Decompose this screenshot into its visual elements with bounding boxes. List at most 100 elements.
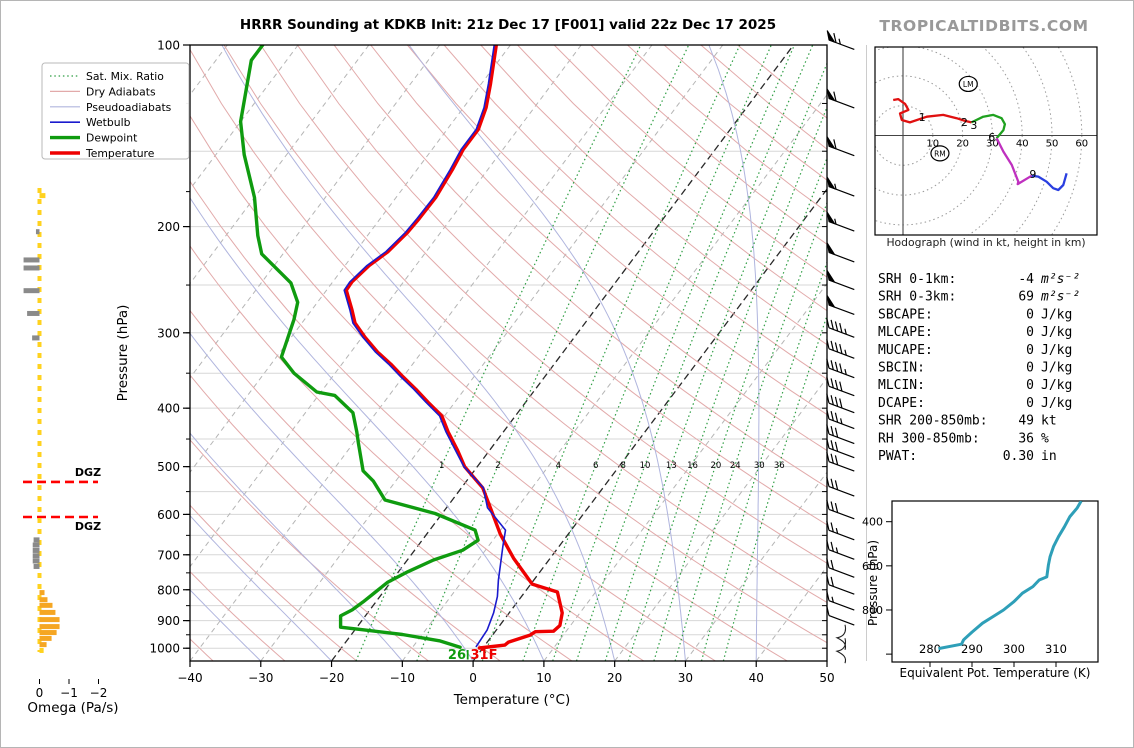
- wind-barb-full: [826, 605, 830, 616]
- temperature-tick-label: 0: [469, 671, 477, 685]
- wind-barb-full: [830, 522, 834, 533]
- stat-unit: J/kg: [1041, 378, 1072, 393]
- omega-tick-label: −2: [90, 686, 108, 700]
- wind-barb-full: [830, 360, 834, 370]
- wind-barb-full: [834, 396, 839, 407]
- thetae-yaxis-label: Pressure (hPa): [866, 540, 880, 626]
- wind-barb-full: [826, 438, 830, 449]
- temperature-tick-label: −20: [319, 671, 344, 685]
- stat-value: 49: [1018, 414, 1034, 429]
- mixing-ratio-label: 1: [439, 461, 444, 471]
- stat-label: MLCAPE:: [878, 325, 933, 340]
- stat-value: 0: [1026, 343, 1034, 358]
- hodograph-marker-LM: LM: [963, 80, 974, 89]
- wind-barb-pennant: [826, 176, 836, 190]
- hodograph-height-label: 3: [970, 119, 977, 132]
- mixing-ratio-label: 2: [495, 461, 500, 471]
- thetae-ytick-label: 400: [862, 516, 883, 529]
- stat-value: 0: [1026, 396, 1034, 411]
- omega-bar: [32, 542, 40, 548]
- stat-value: 0.30: [1003, 449, 1034, 464]
- wind-barb-full: [834, 441, 839, 452]
- wind-barb-full: [833, 91, 837, 102]
- wind-barb-full: [826, 424, 830, 435]
- wind-barb-full: [839, 398, 843, 409]
- wind-barb-full: [826, 358, 830, 369]
- mixing-ratio-label: 13: [666, 461, 677, 471]
- wind-barb-pennant: [826, 242, 836, 256]
- hodograph-marker-circle: [958, 75, 978, 93]
- pressure-tick-label: 600: [157, 508, 180, 522]
- pressure-tick-label: 400: [157, 402, 180, 416]
- mixing-ratio-label: 4: [556, 461, 561, 471]
- pressure-gridlines: [190, 150, 827, 649]
- stat-value: 0: [1026, 378, 1034, 393]
- mixing-ratio-label: 30: [754, 461, 765, 471]
- omega-bar: [32, 547, 40, 553]
- mixing-ratio-label: 10: [640, 461, 651, 471]
- omega-bar: [39, 617, 60, 623]
- thetae-xtick-label: 300: [1003, 642, 1025, 656]
- hodograph-trace-3-6km: [970, 113, 1007, 139]
- thetae-panel: 400 600 800 280 290 300 310: [862, 500, 1099, 667]
- brand-watermark: TROPICALTIDBITS.COM: [879, 17, 1088, 35]
- chart-title: HRRR Sounding at KDKB Init: 21z Dec 17 […: [240, 17, 776, 33]
- mixing-ratio-labels: 1 2 4 6 8 10 13 16 20 24 30 36: [439, 461, 785, 471]
- pseudoadiabats: [190, 45, 827, 661]
- hodograph-ring-label: 50: [1046, 139, 1059, 150]
- wind-barb-full: [826, 476, 830, 487]
- skewt-background: 1 2 4 6 8 10 13 16 20 24 30 36: [190, 45, 827, 661]
- omega-bar: [39, 624, 60, 630]
- wind-barb-full: [833, 139, 837, 149]
- thetae-ytick-label: 800: [862, 604, 883, 617]
- hodograph-height-label: 2: [961, 116, 968, 129]
- temperature-tick-label: 40: [749, 671, 764, 685]
- stat-label: PWAT:: [878, 449, 917, 464]
- pressure-tick-label: 300: [157, 326, 180, 340]
- temperature-tick-label: −30: [248, 671, 273, 685]
- wetbulb-curve: [343, 45, 507, 648]
- wind-barb-pennant: [826, 211, 836, 225]
- stat-value: 0: [1026, 325, 1034, 340]
- wind-barb-half: [834, 218, 837, 225]
- stat-unit: m²s⁻²: [1040, 290, 1080, 305]
- wind-barb-full: [834, 427, 839, 438]
- wind-barb-full: [826, 376, 830, 387]
- wind-barb-half: [844, 349, 847, 356]
- hodograph-ring-label: 40: [1016, 139, 1029, 150]
- pressure-tick-label: 1000: [149, 642, 180, 656]
- wind-barb-full: [834, 502, 839, 513]
- hodograph-height-label: 9: [1029, 168, 1036, 181]
- legend-item-label: Sat. Mix. Ratio: [86, 70, 164, 83]
- temperature-tick-label: 20: [607, 671, 622, 685]
- hodograph-caption: Hodograph (wind in kt, height in km): [886, 236, 1085, 249]
- temperature-tick-label: 50: [819, 671, 834, 685]
- hodograph-trace-9-12km: [1031, 172, 1068, 192]
- hodograph-height-label: 1: [919, 111, 926, 124]
- skewt-yaxis-label: Pressure (hPa): [115, 305, 131, 402]
- hodograph-marker-RM: RM: [934, 149, 946, 158]
- wind-barb-shaft: [828, 615, 855, 626]
- omega-bar: [32, 553, 40, 559]
- wind-barb-full: [826, 393, 830, 404]
- omega-bar: [33, 563, 40, 569]
- hodograph-height-label: 6: [988, 131, 995, 144]
- omega-bar: [32, 558, 40, 564]
- wind-barb-full: [839, 343, 843, 354]
- stat-unit: in: [1041, 449, 1057, 464]
- wind-barb-half: [844, 328, 847, 335]
- legend: Sat. Mix. Ratio Dry Adiabats Pseudoadiabat…: [41, 62, 190, 160]
- omega-axis-label: Omega (Pa/s): [27, 700, 118, 716]
- wind-barb-full: [834, 342, 839, 353]
- mixing-ratio-label: 20: [710, 461, 721, 471]
- hodograph-ring-label: 60: [1075, 139, 1088, 150]
- hodograph-ring-label: 20: [956, 139, 969, 150]
- stat-unit: J/kg: [1041, 325, 1072, 340]
- wind-barb-full: [830, 440, 834, 450]
- omega-bar: [39, 609, 56, 615]
- hodograph-trace-0-3km: [892, 97, 972, 124]
- wind-barb-full: [830, 340, 834, 351]
- stat-label: SHR 200-850mb:: [878, 414, 988, 429]
- stat-value: 0: [1026, 361, 1034, 376]
